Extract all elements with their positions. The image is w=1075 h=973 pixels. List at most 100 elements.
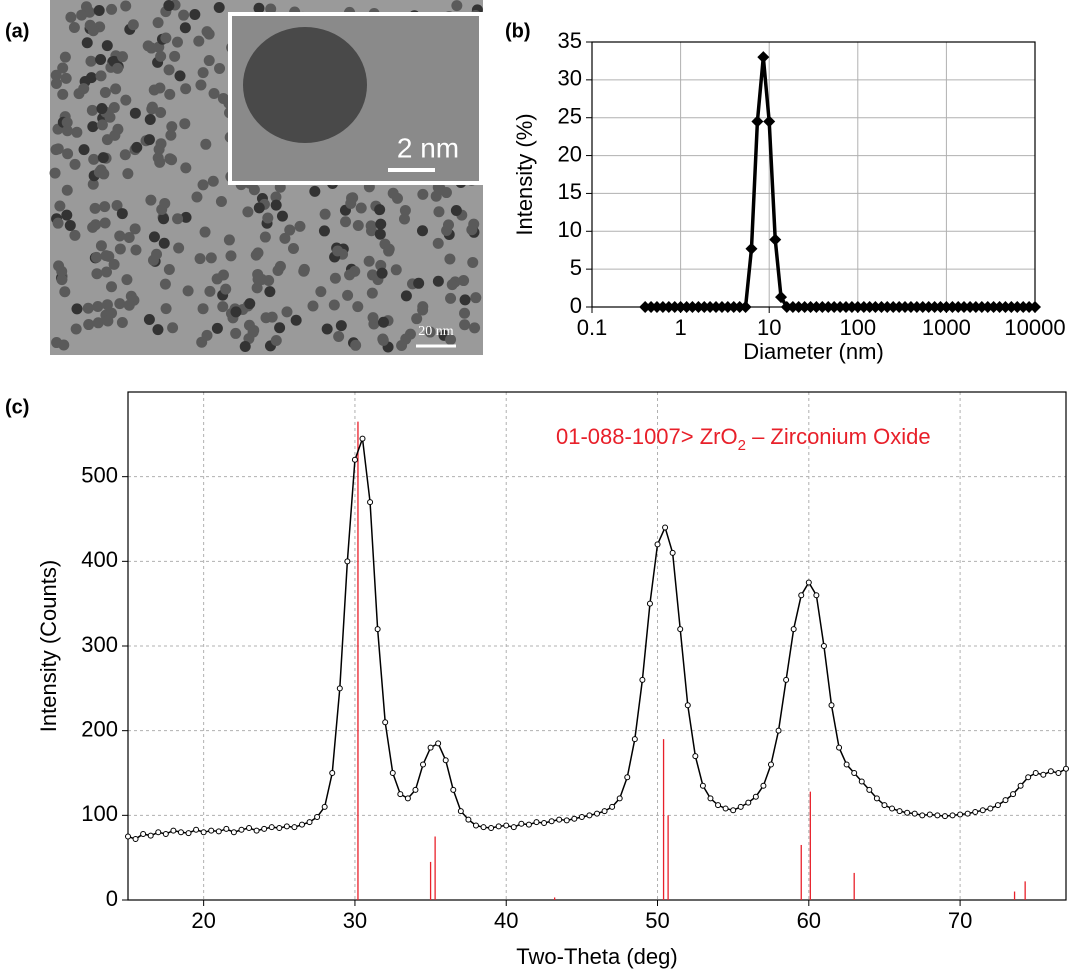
reference-label-part: – Zirconium Oxide	[746, 424, 931, 449]
particle	[101, 266, 113, 278]
particle	[99, 201, 111, 213]
particle	[276, 210, 288, 222]
data-point	[737, 803, 744, 810]
particle	[95, 240, 107, 252]
particle	[321, 323, 333, 335]
particle	[91, 268, 103, 280]
data-point	[397, 791, 404, 798]
particle	[266, 311, 278, 323]
particle	[71, 126, 83, 138]
data-point	[940, 301, 953, 313]
x-tick-label: 70	[948, 908, 972, 933]
particle	[390, 264, 402, 276]
particle	[117, 51, 129, 63]
particle	[213, 1, 225, 13]
particle	[272, 265, 284, 277]
particle	[62, 148, 74, 160]
data-point	[843, 761, 850, 768]
data-point	[639, 676, 646, 683]
particle	[64, 219, 76, 231]
particle	[417, 188, 429, 200]
particle	[58, 339, 70, 351]
data-point	[775, 291, 788, 304]
particle	[396, 339, 408, 351]
particle	[417, 304, 429, 316]
particle	[106, 3, 118, 15]
particle	[144, 113, 156, 125]
chart: 0 5 10 15 20 25 30 35 0.1 1 10 100 1000 10000 Diameter…	[505, 20, 1066, 364]
x-tick-label: 50	[645, 908, 669, 933]
particle	[76, 9, 88, 21]
data-point	[329, 770, 336, 776]
particle	[87, 221, 99, 233]
particle	[169, 50, 181, 62]
data-point	[745, 242, 758, 255]
particle	[97, 152, 109, 164]
particle	[50, 77, 62, 89]
particle	[143, 314, 155, 326]
particle	[252, 268, 264, 280]
data-point	[616, 795, 623, 802]
data-point	[1055, 770, 1062, 776]
data-point	[420, 761, 427, 768]
data-point	[820, 643, 827, 649]
data-point	[578, 814, 585, 821]
data-point	[298, 821, 305, 828]
particle	[214, 62, 226, 74]
particle	[68, 22, 80, 34]
particle	[179, 118, 191, 130]
particle	[98, 168, 110, 180]
y-tick-label: 5	[570, 255, 582, 280]
particle	[163, 64, 175, 76]
particle	[164, 153, 176, 165]
particle	[52, 217, 64, 229]
particle	[200, 138, 212, 150]
data-point	[488, 825, 495, 832]
particle	[332, 245, 344, 257]
inset-scale-text: 2 nm	[397, 132, 459, 163]
data-point	[208, 827, 215, 834]
data-point	[374, 626, 381, 633]
particle	[225, 250, 237, 262]
data-point	[669, 549, 676, 556]
data-point	[200, 829, 207, 836]
data-point	[563, 817, 570, 824]
particle	[375, 218, 387, 230]
particle	[363, 255, 375, 267]
data-point	[805, 579, 812, 586]
data-point	[601, 808, 608, 815]
data-point	[541, 819, 548, 826]
particle	[342, 289, 354, 301]
particle	[158, 237, 170, 249]
data-point	[548, 818, 555, 825]
panel-label: (c)	[5, 396, 29, 418]
particle	[78, 144, 90, 156]
particle	[270, 191, 282, 203]
x-tick-label: 0.1	[577, 315, 608, 340]
particle	[61, 117, 73, 129]
data-point	[677, 626, 684, 633]
particle	[146, 103, 158, 115]
particle	[54, 200, 66, 212]
data-point	[594, 810, 600, 817]
particle	[87, 178, 99, 190]
y-tick-label: 300	[81, 632, 118, 657]
data-point	[896, 808, 903, 815]
particle	[95, 70, 107, 82]
data-point	[775, 727, 782, 734]
y-axis-title: Intensity (Counts)	[36, 560, 61, 732]
particle	[101, 40, 113, 52]
particle	[413, 277, 425, 289]
particle	[281, 306, 293, 318]
data-point	[828, 702, 835, 709]
particle	[279, 232, 291, 244]
data-point	[699, 782, 706, 789]
particle	[57, 62, 69, 74]
particle	[230, 327, 242, 339]
particle	[59, 51, 71, 63]
particle	[122, 168, 134, 180]
chart: 0 100 200 300 400 500 20 30 40 50 60 70 Two-Theta (d…	[5, 391, 1069, 969]
particle	[116, 316, 128, 328]
particle	[153, 143, 165, 155]
particle	[148, 84, 160, 96]
